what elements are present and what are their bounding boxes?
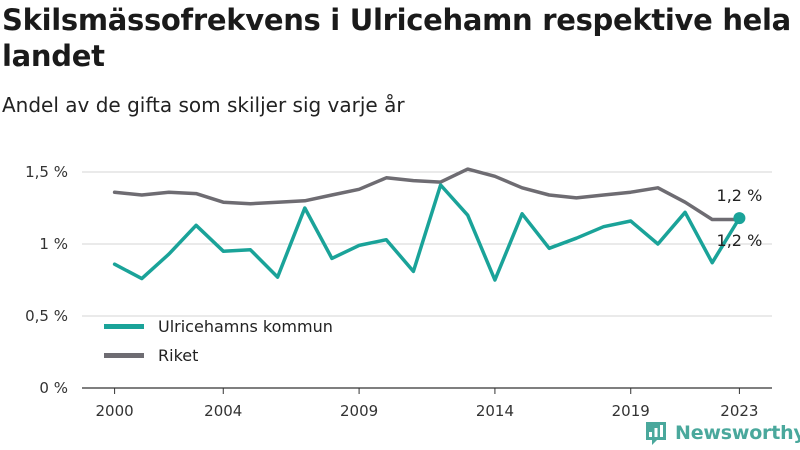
x-tick-label: 2009	[340, 402, 378, 420]
y-tick-label: 0,5 %	[25, 307, 68, 325]
x-tick-label: 2000	[96, 402, 134, 420]
bar-chart-icon	[646, 422, 666, 445]
brand-name: Newsworthy	[675, 422, 800, 444]
series-line-riket	[112, 167, 742, 222]
series-line-ulricehamn	[112, 183, 742, 282]
brand-logo: Newsworthy	[645, 420, 800, 446]
chart-title: Skilsmässofrekvens i Ulricehamn respekti…	[2, 3, 791, 73]
y-tick-label: 1 %	[39, 235, 68, 253]
data-label-riket: 1,2 %	[717, 186, 763, 205]
x-tick-label: 2019	[612, 402, 650, 420]
y-tick-label: 1,5 %	[25, 163, 68, 181]
data-label-ulricehamn: 1,2 %	[717, 231, 763, 250]
y-tick-label: 0 %	[39, 379, 68, 397]
x-tick-label: 2014	[476, 402, 514, 420]
chart-subtitle: Andel av de gifta som skiljer sig varje …	[2, 93, 405, 117]
x-tick-label: 2023	[720, 402, 758, 420]
legend-swatch	[104, 353, 144, 358]
legend-label: Riket	[158, 346, 198, 365]
end-point-marker	[733, 212, 746, 225]
x-tick-label: 2004	[204, 402, 242, 420]
legend-swatch	[104, 324, 144, 329]
legend-label: Ulricehamns kommun	[158, 317, 333, 336]
